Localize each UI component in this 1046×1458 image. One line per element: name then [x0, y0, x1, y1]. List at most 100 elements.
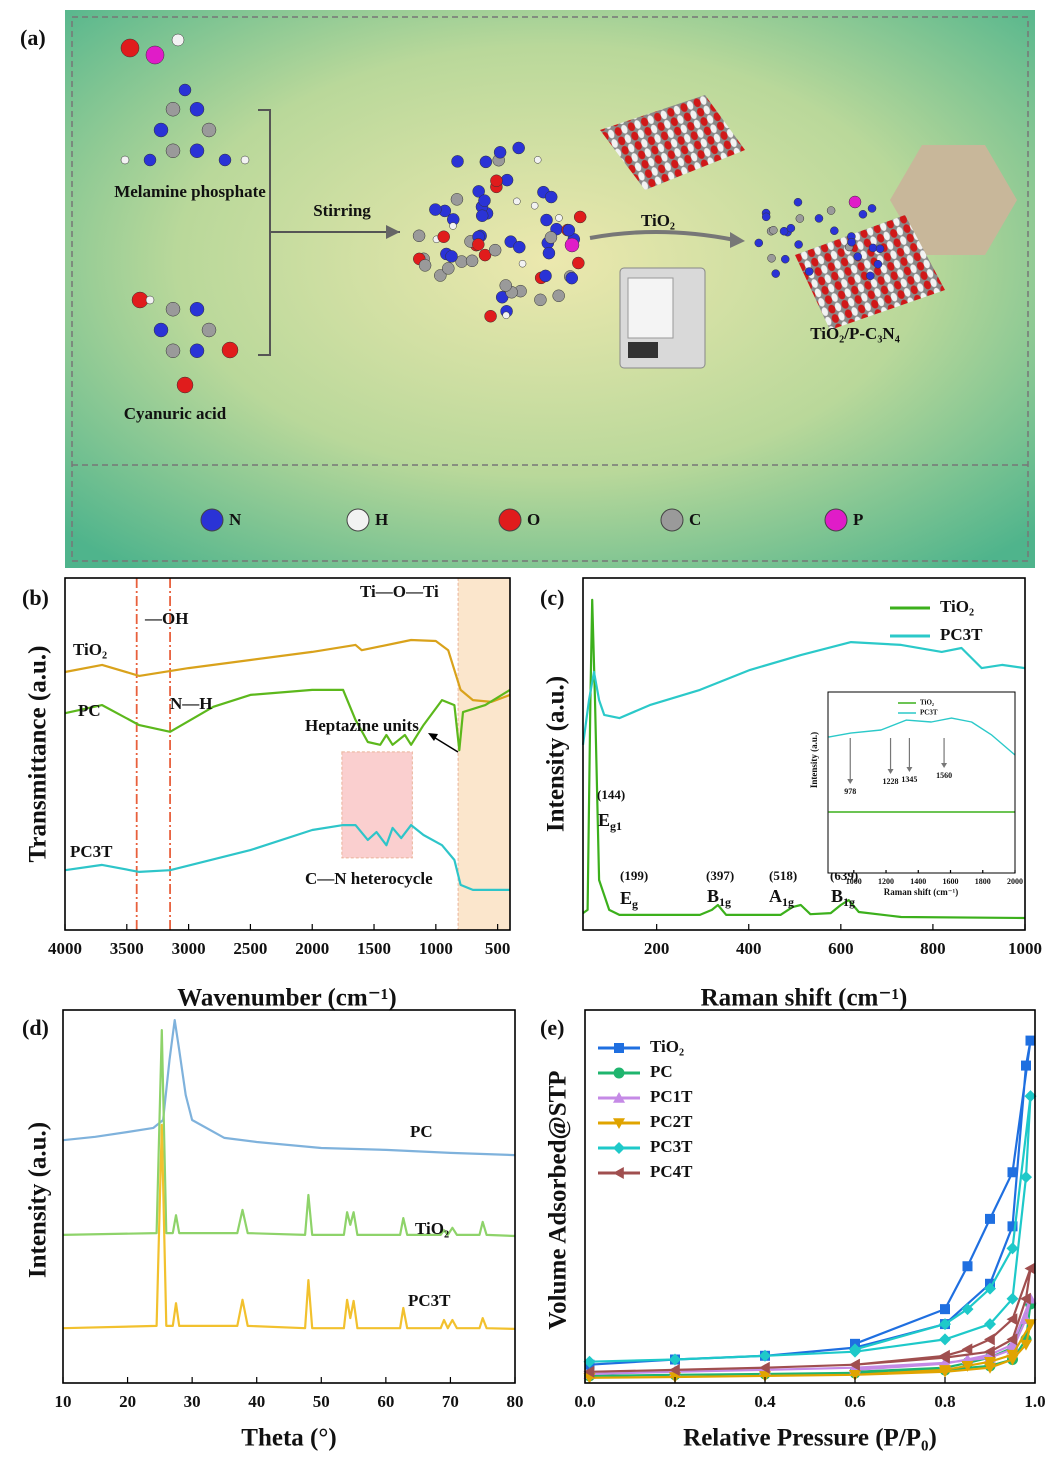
atom: [450, 223, 457, 230]
atom: [543, 247, 555, 259]
atom: [222, 342, 238, 358]
series-line: [65, 825, 510, 890]
legend-atom: [825, 509, 847, 531]
series-label: PC3T: [70, 842, 113, 861]
inset-legend-label: PC3T: [920, 709, 938, 717]
product-label: TiO₂/P-C₃N₄: [810, 324, 900, 343]
atom: [513, 198, 520, 205]
atom: [795, 241, 803, 249]
atom: [154, 323, 168, 337]
peak-symbol: B1g: [831, 886, 855, 909]
atom: [489, 244, 501, 256]
molecule-label: Cyanuric acid: [124, 404, 227, 423]
atom: [815, 214, 823, 222]
atom: [413, 230, 425, 242]
atom: [854, 253, 862, 261]
annotation-arrow: [432, 736, 458, 752]
marker: [1026, 1036, 1036, 1046]
y-axis-title: Intensity (a.u.): [25, 1122, 52, 1278]
atom: [849, 196, 861, 208]
inset-y-title: Intensity (a.u.): [809, 732, 819, 788]
atom: [166, 102, 180, 116]
x-tick-label: 800: [920, 939, 946, 958]
inset-peak-label: 978: [844, 787, 856, 796]
x-tick-label: 1.0: [1024, 1392, 1045, 1411]
atom: [574, 211, 586, 223]
atom: [166, 344, 180, 358]
x-tick-label: 30: [184, 1392, 201, 1411]
x-tick-label: 50: [313, 1392, 330, 1411]
atom: [572, 257, 584, 269]
panel-label: (d): [22, 1015, 49, 1040]
atom: [451, 193, 463, 205]
atom: [146, 46, 164, 64]
series-line: [63, 1020, 515, 1155]
atom: [545, 231, 557, 243]
x-tick-label: 0.4: [754, 1392, 776, 1411]
x-tick-label: 4000: [48, 939, 82, 958]
x-tick-label: 20: [119, 1392, 136, 1411]
highlight-band: [342, 752, 412, 858]
atom: [442, 262, 454, 274]
peak-symbol-main: B: [707, 886, 719, 906]
marker: [940, 1304, 950, 1314]
atom: [876, 245, 884, 253]
series-label: TiO₂: [415, 1219, 449, 1238]
peak-symbol-sub: 1g: [719, 895, 731, 909]
x-tick-label: 1000: [1008, 939, 1042, 958]
marker: [614, 1068, 625, 1079]
atom: [830, 227, 838, 235]
legend-label: C: [689, 510, 701, 529]
peak-symbol: Eg: [620, 888, 638, 911]
atom: [781, 255, 789, 263]
panel-label: (c): [540, 585, 564, 610]
series-line: [63, 1030, 515, 1236]
marker: [613, 1167, 624, 1179]
legend-label: PC1T: [650, 1087, 693, 1106]
atom: [219, 154, 231, 166]
peak-symbol: B1g: [707, 886, 731, 909]
atom: [478, 195, 490, 207]
atom: [859, 210, 867, 218]
marker: [1021, 1061, 1031, 1071]
atom: [494, 146, 506, 158]
atom: [452, 155, 464, 167]
atom: [787, 224, 795, 232]
legend-atom: [661, 509, 683, 531]
marker: [613, 1142, 625, 1154]
legend-label: H: [375, 510, 388, 529]
atom: [866, 272, 874, 280]
x-tick-label: 1600: [943, 877, 959, 886]
atom: [555, 214, 562, 221]
atom: [144, 154, 156, 166]
atom: [513, 142, 525, 154]
peak-symbol: A1g: [769, 886, 794, 909]
series-line: [590, 1269, 1031, 1372]
atom: [438, 231, 450, 243]
inset-legend-label: TiO₂: [920, 699, 934, 707]
series-label: PC: [410, 1122, 433, 1141]
peak-symbol-sub: g: [632, 897, 638, 911]
inset-peak-label: 1345: [901, 775, 917, 784]
atom: [146, 296, 154, 304]
atom: [553, 290, 565, 302]
peak-symbol: Eg1: [598, 810, 622, 833]
plot-frame: [65, 578, 510, 930]
x-tick-label: 3500: [110, 939, 144, 958]
inset-peak-label: 1560: [936, 771, 952, 780]
atom: [480, 156, 492, 168]
series-line: [65, 690, 510, 750]
x-axis-title: Wavenumber (cm⁻¹): [177, 985, 397, 1012]
annotation: N—H: [170, 694, 213, 713]
series-label: PC: [78, 701, 101, 720]
atom: [500, 279, 512, 291]
atom: [565, 238, 579, 252]
x-tick-label: 2000: [1007, 877, 1023, 886]
step-label: Stirring: [313, 201, 371, 220]
atom: [848, 238, 856, 246]
atom: [503, 312, 510, 319]
legend-label: PC3T: [940, 625, 983, 644]
x-tick-label: 0.2: [664, 1392, 685, 1411]
atom: [540, 270, 552, 282]
annotation: Ti—O—Ti: [360, 582, 439, 601]
